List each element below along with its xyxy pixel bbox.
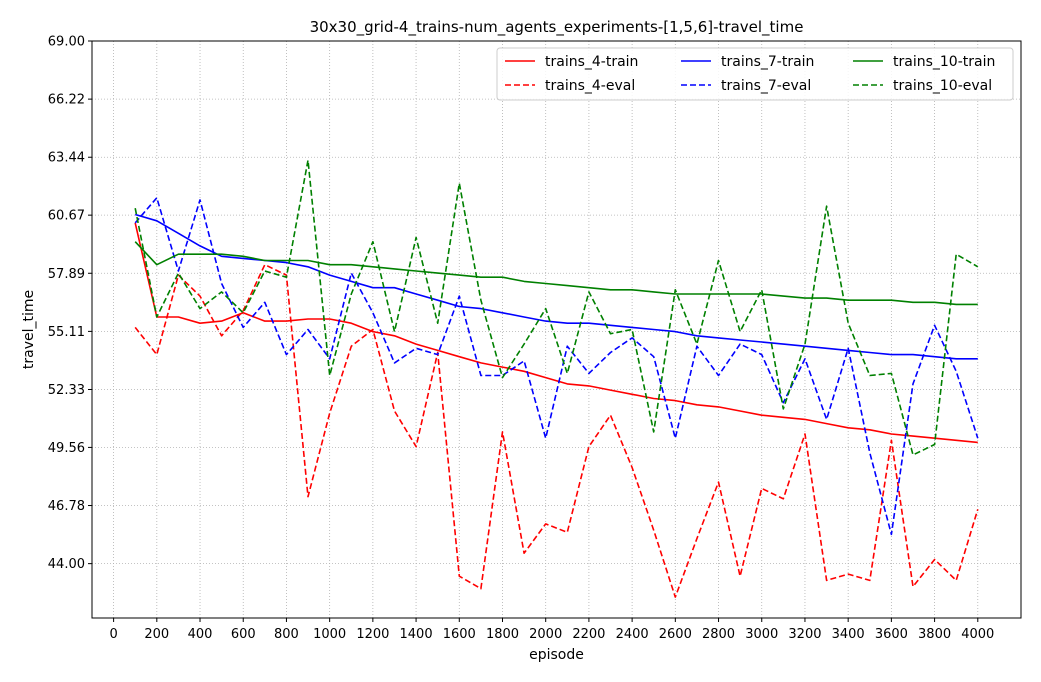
x-tick-label: 3000 <box>745 627 778 642</box>
x-tick-label: 0 <box>109 627 117 642</box>
x-tick-label: 3400 <box>832 627 865 642</box>
legend-label-trains_4-eval: trains_4-eval <box>545 78 635 94</box>
x-tick-label: 4000 <box>961 627 994 642</box>
y-tick-label: 55.11 <box>48 325 85 340</box>
y-tick-label: 46.78 <box>48 499 85 514</box>
x-tick-label: 600 <box>231 627 256 642</box>
tick-layer: 0 200 400 600 800 1000 1200 1400 1600 1800 2000 220… <box>48 35 995 643</box>
legend-label-trains_7-train: trains_7-train <box>721 54 814 70</box>
series-line-trains_10-train <box>134 241 978 306</box>
x-tick-label: 2400 <box>616 627 649 642</box>
legend-label-trains_10-train: trains_10-train <box>893 54 995 70</box>
y-tick-label: 49.56 <box>48 441 85 456</box>
y-tick-label: 52.33 <box>48 383 85 398</box>
series-line-trains_4-eval <box>134 263 979 598</box>
x-tick-label: 2600 <box>659 627 692 642</box>
y-axis-title: travel_time <box>21 290 37 369</box>
x-tick-label: 1400 <box>400 627 433 642</box>
series-layer <box>134 159 979 598</box>
x-tick-label: 200 <box>144 627 169 642</box>
x-tick-label: 2200 <box>572 627 605 642</box>
x-tick-label: 2000 <box>529 627 562 642</box>
series-line-trains_7-eval <box>134 197 979 536</box>
series-line-trains_10-eval <box>134 159 979 456</box>
x-tick-label: 2800 <box>702 627 735 642</box>
legend: trains_4-train trains_4-eval trains_7-trai… <box>496 47 1014 101</box>
x-axis-title: episode <box>529 647 584 663</box>
series-line-trains_4-train <box>134 222 978 444</box>
legend-label-trains_7-eval: trains_7-eval <box>721 78 811 94</box>
x-tick-label: 3200 <box>788 627 821 642</box>
y-tick-label: 69.00 <box>48 35 85 50</box>
series-line-trains_7-train <box>134 213 978 360</box>
y-tick-label: 60.67 <box>48 209 85 224</box>
x-tick-label: 400 <box>188 627 213 642</box>
legend-label-trains_4-train: trains_4-train <box>545 54 638 70</box>
y-tick-label: 63.44 <box>48 151 85 166</box>
chart-title: 30x30_grid-4_trains-num_agents_experimen… <box>310 18 804 37</box>
x-tick-label: 3800 <box>918 627 951 642</box>
y-tick-label: 66.22 <box>48 93 85 108</box>
legend-box <box>496 47 1014 101</box>
x-tick-label: 3600 <box>875 627 908 642</box>
x-tick-label: 1200 <box>356 627 389 642</box>
x-tick-label: 1800 <box>486 627 519 642</box>
plot-frame <box>91 40 1022 619</box>
y-tick-label: 57.89 <box>48 267 85 282</box>
y-tick-label: 44.00 <box>48 557 85 572</box>
legend-label-trains_10-eval: trains_10-eval <box>893 78 992 94</box>
x-tick-label: 1600 <box>443 627 476 642</box>
x-tick-label: 800 <box>274 627 299 642</box>
grid-layer <box>92 40 1021 618</box>
x-tick-label: 1000 <box>313 627 346 642</box>
